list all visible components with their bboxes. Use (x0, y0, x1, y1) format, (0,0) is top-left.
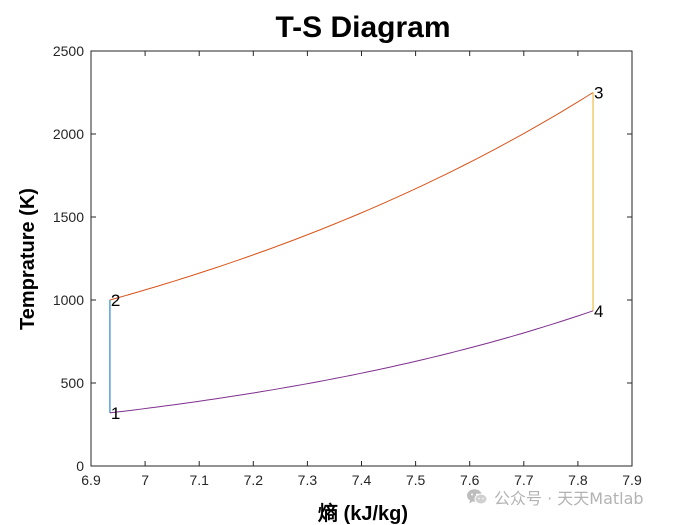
x-tick-label: 7.8 (568, 472, 588, 488)
x-tick-label: 7.4 (352, 472, 372, 488)
series-line-2 (109, 92, 594, 301)
watermark: 公众号 · 天天Matlab (466, 486, 644, 508)
y-tick-label: 1500 (53, 209, 84, 225)
chart-title: T-S Diagram (275, 11, 450, 44)
x-tick-label: 6.9 (81, 472, 101, 488)
x-tick-label: 7.6 (460, 472, 480, 488)
y-tick-label: 2000 (53, 126, 84, 142)
y-tick-label: 2500 (53, 43, 84, 59)
y-axis-label: Temprature (K) (17, 188, 39, 330)
wechat-icon (467, 489, 488, 505)
state-point-label-2: 2 (111, 291, 120, 310)
y-tick-label: 500 (61, 375, 85, 391)
state-point-label-3: 3 (594, 84, 603, 103)
axes-box (90, 50, 633, 467)
plot-area: 6.9 7 7.1 7.2 7.3 7.4 7.5 7.6 7.7 7.8 7.9 0 500 1000 1… (53, 43, 642, 488)
watermark-text: 公众号 · 天天Matlab (494, 489, 644, 508)
y-tick-label: 0 (76, 458, 84, 474)
state-point-label-4: 4 (594, 302, 603, 321)
series-line-4 (109, 310, 594, 414)
state-point-label-1: 1 (111, 404, 120, 423)
x-axis-label: 熵 (kJ/kg) (317, 501, 408, 525)
x-tick-label: 7.5 (406, 472, 426, 488)
y-tick-label: 1000 (53, 292, 84, 308)
x-tick-label: 7.3 (298, 472, 318, 488)
x-tick-label: 7 (141, 472, 149, 488)
x-tick-label: 7.2 (244, 472, 264, 488)
x-tick-label: 7.9 (622, 472, 642, 488)
x-tick-label: 7.1 (189, 472, 209, 488)
x-tick-label: 7.7 (514, 472, 534, 488)
